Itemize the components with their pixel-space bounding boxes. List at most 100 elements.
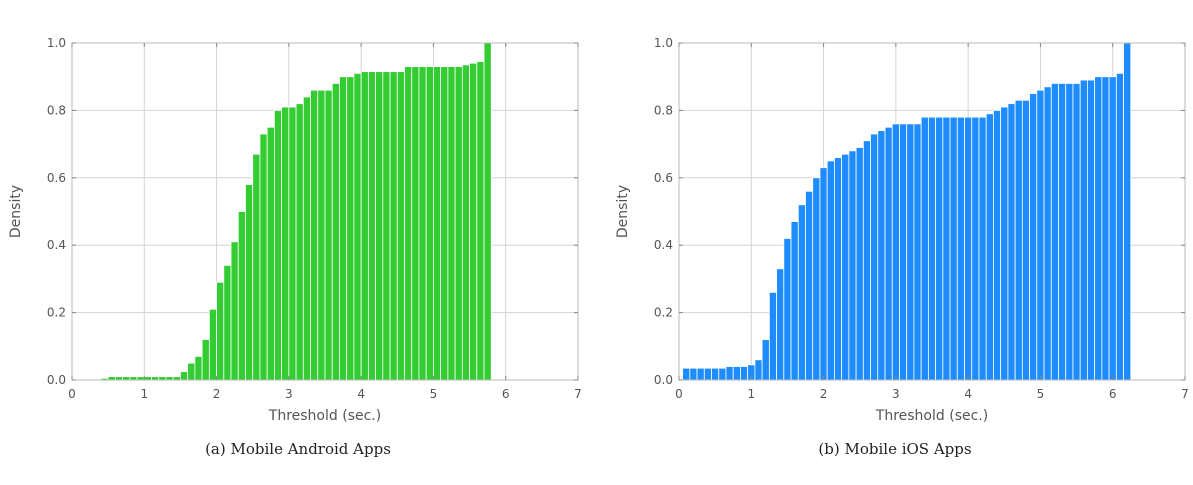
histogram-bar bbox=[718, 367, 727, 381]
histogram-bar bbox=[180, 371, 189, 381]
y-tick-label: 0.0 bbox=[47, 373, 66, 387]
y-tick-label: 0.2 bbox=[654, 306, 673, 320]
x-tick-label: 4 bbox=[964, 387, 972, 401]
histogram-bar bbox=[440, 66, 449, 381]
histogram-bar bbox=[682, 367, 691, 381]
histogram-bar bbox=[949, 116, 958, 381]
x-tick-label: 7 bbox=[1181, 387, 1189, 401]
chart-panel-ios: 0 1 2 3 4 5 6 7 0.0 0.2 0.4 0.6 0.8 1.0 Threshold (sec… bbox=[597, 0, 1193, 485]
histogram-bar bbox=[768, 291, 777, 381]
histogram-bar bbox=[1087, 79, 1096, 381]
histogram-bar bbox=[1043, 86, 1052, 381]
histogram-bar bbox=[1115, 72, 1124, 381]
histogram-bar bbox=[1050, 83, 1059, 381]
histogram-bar bbox=[143, 376, 152, 381]
histogram-bar bbox=[971, 116, 980, 381]
histogram-bar bbox=[870, 133, 879, 381]
x-tick-label: 5 bbox=[430, 387, 438, 401]
histogram-bar bbox=[331, 83, 340, 381]
y-axis-label: Density bbox=[615, 185, 631, 238]
histogram-bar bbox=[107, 376, 116, 381]
histogram-bar bbox=[302, 96, 311, 381]
histogram-bar bbox=[1065, 83, 1074, 381]
histogram-bar bbox=[805, 190, 814, 381]
y-axis-label: Density bbox=[8, 185, 24, 238]
x-tick-label: 3 bbox=[892, 387, 900, 401]
histogram-bar bbox=[411, 66, 420, 381]
histogram-bar bbox=[696, 367, 705, 381]
histogram-bar bbox=[317, 89, 326, 381]
histogram-bar bbox=[927, 116, 937, 381]
histogram-bar bbox=[454, 66, 463, 381]
histogram-bar bbox=[461, 64, 470, 381]
histogram-bar bbox=[1108, 76, 1117, 381]
histogram-bar bbox=[1058, 83, 1067, 381]
histogram-bar bbox=[151, 376, 160, 381]
histogram-bar bbox=[725, 366, 734, 381]
caption-ios: (b) Mobile iOS Apps bbox=[818, 440, 972, 458]
histogram-bar bbox=[855, 147, 864, 381]
y-tick-label: 1.0 bbox=[47, 36, 66, 50]
x-tick-label: 2 bbox=[820, 387, 828, 401]
histogram-bar bbox=[194, 356, 203, 381]
x-tick-label: 4 bbox=[357, 387, 365, 401]
histogram-bar bbox=[223, 265, 232, 381]
histogram-bar bbox=[172, 376, 181, 381]
histogram-bar bbox=[1007, 103, 1016, 381]
histogram-bar bbox=[841, 153, 850, 381]
y-tick-label: 0.4 bbox=[47, 238, 66, 252]
histogram-bar bbox=[862, 140, 871, 381]
histogram-bar bbox=[1079, 79, 1088, 381]
histogram-bar bbox=[360, 71, 369, 381]
histogram-bar bbox=[1072, 83, 1081, 381]
x-tick-label: 3 bbox=[285, 387, 293, 401]
x-tick-label: 7 bbox=[574, 387, 582, 401]
histogram-bar bbox=[906, 123, 915, 381]
histogram-bar bbox=[273, 110, 283, 381]
histogram-bar bbox=[208, 308, 217, 381]
x-tick-label: 1 bbox=[747, 387, 755, 401]
x-tick-label: 0 bbox=[68, 387, 76, 401]
histogram-bar bbox=[375, 71, 384, 381]
histogram-bar bbox=[252, 153, 261, 381]
histogram-bar bbox=[136, 376, 145, 381]
histogram-bar bbox=[404, 66, 413, 381]
caption-android: (a) Mobile Android Apps bbox=[205, 440, 391, 458]
histogram-bar bbox=[237, 211, 246, 381]
histogram-bar bbox=[425, 66, 434, 381]
chart-panel-android: 0 1 2 3 4 5 6 7 0.0 0.2 0.4 0.6 0.8 1.0 Threshold (sec… bbox=[0, 0, 596, 485]
histogram-bar bbox=[1014, 99, 1023, 381]
histogram-bar bbox=[956, 116, 965, 381]
histogram-bar bbox=[732, 366, 741, 381]
chart-android: 0 1 2 3 4 5 6 7 0.0 0.2 0.4 0.6 0.8 1.0 Threshold (sec… bbox=[8, 36, 582, 424]
histogram-bar bbox=[964, 116, 973, 381]
histogram-bar bbox=[324, 89, 333, 381]
histogram-bar bbox=[711, 367, 720, 381]
histogram-bar bbox=[295, 103, 304, 381]
histogram-bar bbox=[266, 126, 275, 381]
histogram-bar bbox=[288, 106, 297, 381]
histogram-bar bbox=[1101, 76, 1110, 381]
histogram-bar bbox=[1123, 42, 1132, 381]
histogram-bar bbox=[483, 42, 492, 381]
y-tick-label: 0.4 bbox=[654, 238, 673, 252]
histogram-bar bbox=[447, 66, 456, 381]
histogram-bar bbox=[1029, 93, 1038, 381]
histogram-bar bbox=[826, 160, 835, 381]
chart-ios: 0 1 2 3 4 5 6 7 0.0 0.2 0.4 0.6 0.8 1.0 Threshold (sec… bbox=[615, 36, 1189, 424]
histogram-bar bbox=[310, 89, 319, 381]
x-tick-label: 2 bbox=[213, 387, 221, 401]
y-tick-label: 0.6 bbox=[654, 171, 673, 185]
histogram-bar bbox=[389, 71, 398, 381]
histogram-bar bbox=[797, 204, 806, 381]
histogram-bar bbox=[476, 61, 485, 381]
histogram-bar bbox=[1094, 76, 1103, 381]
histogram-bar bbox=[201, 339, 210, 381]
histogram-bar bbox=[790, 221, 799, 381]
histogram-bar bbox=[754, 359, 763, 381]
histogram-bar bbox=[942, 116, 951, 381]
histogram-bar bbox=[158, 376, 167, 381]
histogram-bar bbox=[469, 62, 478, 381]
histogram-bar bbox=[259, 133, 268, 381]
histogram-bar bbox=[382, 71, 391, 381]
